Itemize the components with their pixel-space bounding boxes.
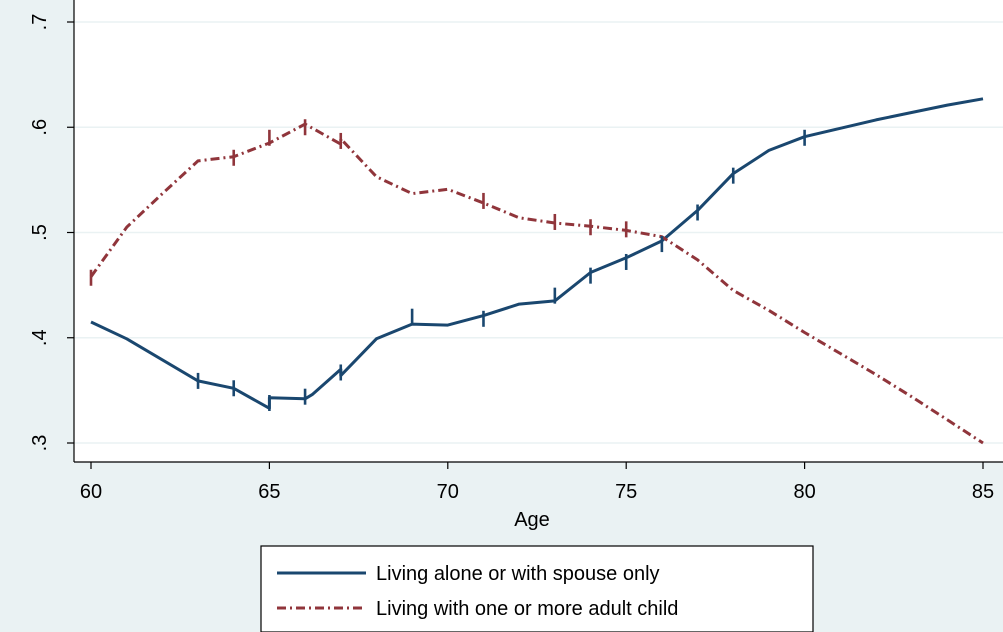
legend-label-1: Living with one or more adult child xyxy=(376,598,678,620)
x-tick-label-3: 75 xyxy=(615,481,637,503)
y-tick-label-3: .6 xyxy=(29,119,51,136)
y-tick-label-4: .7 xyxy=(29,14,51,31)
y-tick-label-2: .5 xyxy=(29,224,51,241)
y-tick-label-0: .3 xyxy=(29,435,51,452)
plot-background xyxy=(74,0,1003,462)
x-tick-label-2: 70 xyxy=(437,481,459,503)
x-tick-label-4: 80 xyxy=(793,481,815,503)
series-layer xyxy=(89,97,984,445)
axes: .3 .4 .5 .6 .7 60 65 70 75 80 85 xyxy=(29,0,1003,503)
legend-box xyxy=(260,545,814,632)
x-tick-label-1: 65 xyxy=(258,481,280,503)
x-tick-label-5: 85 xyxy=(972,481,994,503)
x-tick-label-0: 60 xyxy=(80,481,102,503)
legend-label-0: Living alone or with spouse only xyxy=(376,563,660,585)
legend: Living alone or with spouse only Living w… xyxy=(260,545,814,632)
x-axis-title: Age xyxy=(514,509,550,531)
y-tick-label-1: .4 xyxy=(29,329,51,346)
